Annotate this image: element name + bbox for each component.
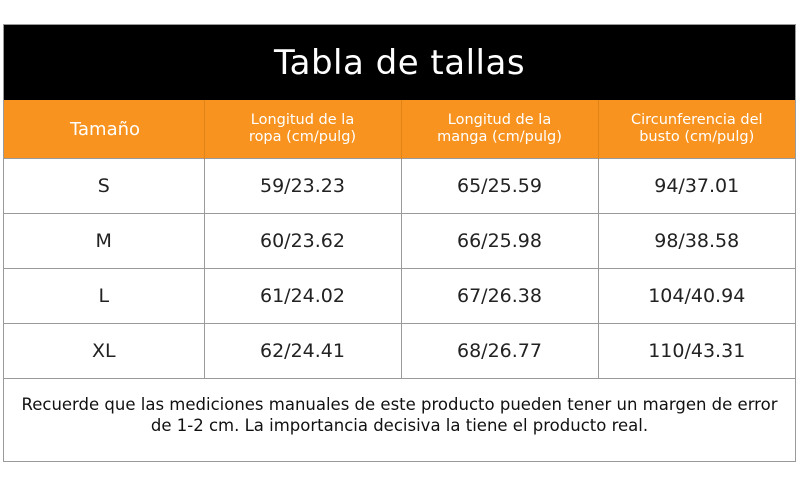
cell-length: 61/24.02 [204,268,402,324]
cell-length: 62/24.41 [204,323,402,379]
header-sleeve-line1: Longitud de la [447,112,552,128]
note-text: Recuerde que las mediciones manuales de … [21,395,778,435]
cell-sleeve: 68/26.77 [401,323,599,379]
size-table: Tamaño Longitud de la ropa (cm/pulg) Long… [4,100,795,379]
cell-bust: 98/38.58 [598,213,795,269]
cell-length: 59/23.23 [204,158,402,214]
title-bar: Tabla de tallas [4,25,795,100]
header-length: Longitud de la ropa (cm/pulg) [204,100,402,159]
header-size: Tamaño [4,100,205,159]
cell-length: 60/23.62 [204,213,402,269]
cell-sleeve: 65/25.59 [401,158,599,214]
table-row: M 60/23.62 66/25.98 98/38.58 [4,213,795,269]
cell-bust: 104/40.94 [598,268,795,324]
header-length-line1: Longitud de la [250,112,355,128]
table-row: XL 62/24.41 68/26.77 110/43.31 [4,323,795,379]
header-bust-line1: Circunferencia del [630,112,763,128]
measurement-note: Recuerde que las mediciones manuales de … [4,369,795,461]
table-row: S 59/23.23 65/25.59 94/37.01 [4,158,795,214]
header-bust: Circunferencia del busto (cm/pulg) [598,100,795,159]
cell-bust: 94/37.01 [598,158,795,214]
header-row: Tamaño Longitud de la ropa (cm/pulg) Long… [4,100,795,159]
cell-sleeve: 66/25.98 [401,213,599,269]
header-sleeve-line2: manga (cm/pulg) [437,129,562,145]
cell-bust: 110/43.31 [598,323,795,379]
cell-size: XL [4,323,205,379]
cell-size: L [4,268,205,324]
header-length-line2: ropa (cm/pulg) [248,129,357,145]
cell-sleeve: 67/26.38 [401,268,599,324]
header-sleeve: Longitud de la manga (cm/pulg) [401,100,599,159]
size-chart: Tabla de tallas Tamaño Longitud de la rop… [3,24,796,462]
cell-size: S [4,158,205,214]
chart-title: Tabla de tallas [273,42,526,83]
header-bust-line2: busto (cm/pulg) [639,129,755,145]
table-row: L 61/24.02 67/26.38 104/40.94 [4,268,795,324]
cell-size: M [4,213,205,269]
